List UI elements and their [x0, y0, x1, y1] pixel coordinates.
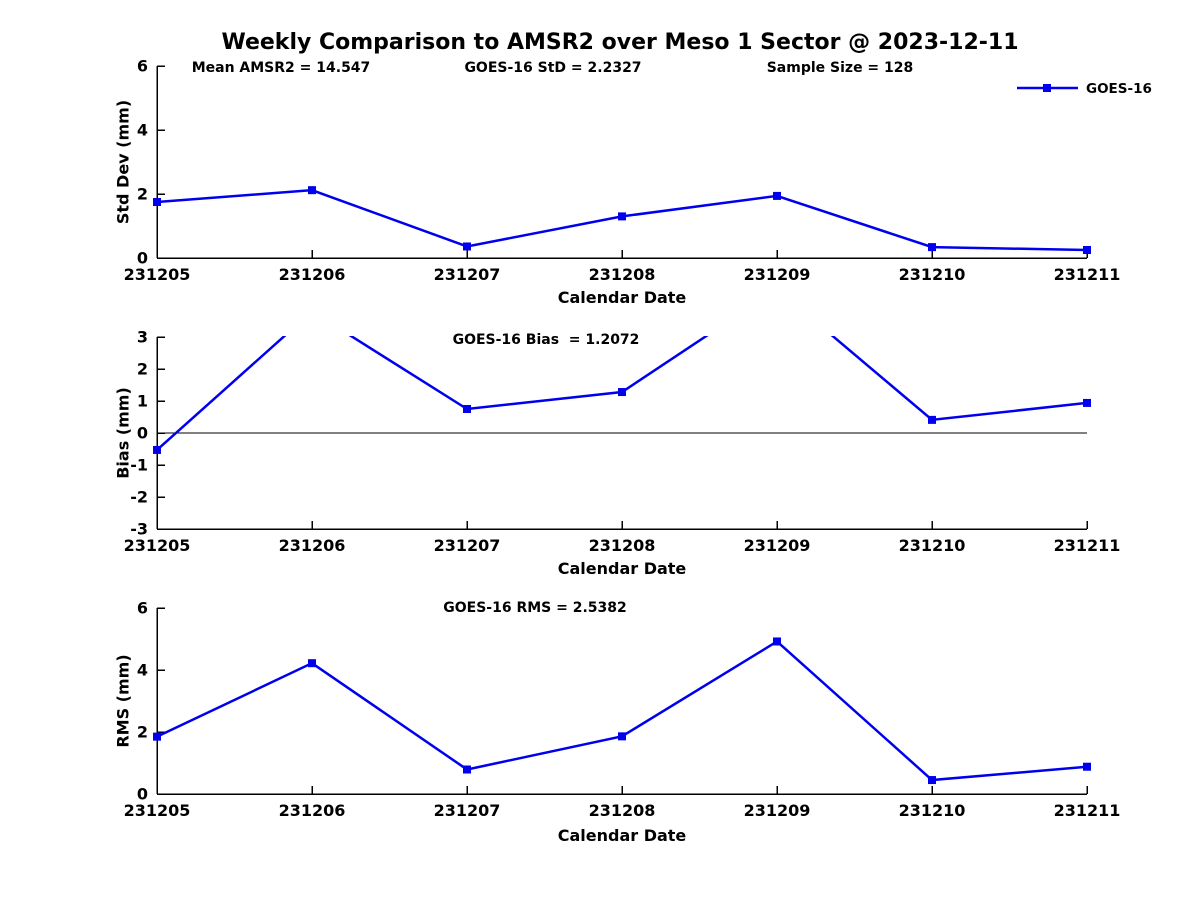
x-tick-label: 231205	[123, 536, 191, 555]
x-tick-label: 231206	[278, 265, 346, 284]
series-line	[157, 336, 1088, 451]
series-line	[157, 639, 1088, 782]
x-tick-label: 231211	[1053, 536, 1121, 555]
legend-marker-sample	[1043, 84, 1051, 92]
legend	[1017, 84, 1078, 92]
y-axis-label-std-dev: Std Dev (mm)	[113, 99, 133, 225]
data-point-marker	[773, 191, 781, 200]
y-tick-label: 2	[136, 184, 148, 204]
y-tick-label: 0	[136, 423, 148, 443]
annotation-goes16-std: GOES-16 StD = 2.2327	[464, 60, 642, 76]
x-tick-label: 231207	[433, 536, 501, 555]
data-point-marker	[308, 659, 316, 668]
x-tick-label: 231206	[278, 536, 346, 555]
data-point-marker	[618, 388, 626, 397]
x-tick-label: 231208	[588, 536, 656, 555]
data-point-marker	[928, 243, 936, 252]
x-tick-label: 231206	[278, 801, 346, 820]
bias-plot	[153, 336, 1091, 530]
data-point-marker	[928, 776, 936, 785]
annotation-goes16-rms: GOES-16 RMS = 2.5382	[443, 600, 627, 616]
x-tick-label: 231208	[588, 801, 656, 820]
x-axis-label-bias: Calendar Date	[557, 559, 687, 578]
data-point-marker	[618, 732, 626, 741]
y-tick-label: 1	[136, 391, 148, 411]
data-point-marker	[308, 186, 316, 195]
data-point-marker	[928, 415, 936, 424]
annotation-goes16-bias: GOES-16 Bias = 1.2072	[452, 332, 640, 348]
x-tick-label: 231207	[433, 801, 501, 820]
data-point-marker	[618, 212, 626, 221]
x-axis-label-std-dev: Calendar Date	[557, 288, 687, 307]
y-tick-label: 6	[136, 56, 148, 76]
y-tick-label: 4	[136, 660, 148, 680]
y-tick-label: 0	[136, 248, 148, 268]
data-point-marker	[153, 198, 161, 206]
x-tick-label: 231205	[123, 801, 191, 820]
data-point-marker	[1083, 246, 1091, 254]
y-tick-label: 4	[136, 120, 148, 140]
x-tick-label: 231210	[898, 265, 966, 284]
y-tick-label: 2	[136, 722, 148, 742]
y-tick-label: -3	[130, 519, 148, 539]
data-point-marker	[153, 732, 161, 741]
y-axis-label-rms: RMS (mm)	[113, 654, 133, 748]
x-tick-label: 231208	[588, 265, 656, 284]
data-point-marker	[463, 405, 471, 413]
x-tick-label: 231211	[1053, 801, 1121, 820]
std-dev-plot	[153, 65, 1091, 259]
data-point-marker	[463, 765, 471, 774]
rms-plot	[153, 607, 1091, 795]
x-tick-label: 231209	[743, 536, 811, 555]
data-point-marker	[153, 445, 161, 454]
x-tick-label: 231211	[1053, 265, 1121, 284]
x-tick-label: 231210	[898, 536, 966, 555]
x-tick-label: 231207	[433, 265, 501, 284]
y-tick-label: -1	[130, 455, 148, 475]
annotation-mean-amsr2: Mean AMSR2 = 14.547	[191, 60, 371, 76]
y-tick-label: 2	[136, 359, 148, 379]
x-tick-label: 231210	[898, 801, 966, 820]
x-tick-label: 231205	[123, 265, 191, 284]
y-tick-label: 6	[136, 598, 148, 618]
legend-label: GOES-16	[1086, 81, 1152, 97]
y-tick-label: 0	[136, 784, 148, 804]
data-point-marker	[1083, 762, 1091, 771]
x-tick-label: 231209	[743, 801, 811, 820]
y-tick-label: -2	[130, 487, 148, 507]
data-point-marker	[773, 637, 781, 646]
x-axis-label-rms: Calendar Date	[557, 826, 687, 845]
figure-title: Weekly Comparison to AMSR2 over Meso 1 S…	[221, 30, 1019, 55]
annotation-sample-size: Sample Size = 128	[766, 60, 914, 76]
data-point-marker	[463, 242, 471, 251]
x-tick-label: 231209	[743, 265, 811, 284]
y-tick-label: 3	[136, 327, 148, 347]
data-point-marker	[1083, 398, 1091, 407]
